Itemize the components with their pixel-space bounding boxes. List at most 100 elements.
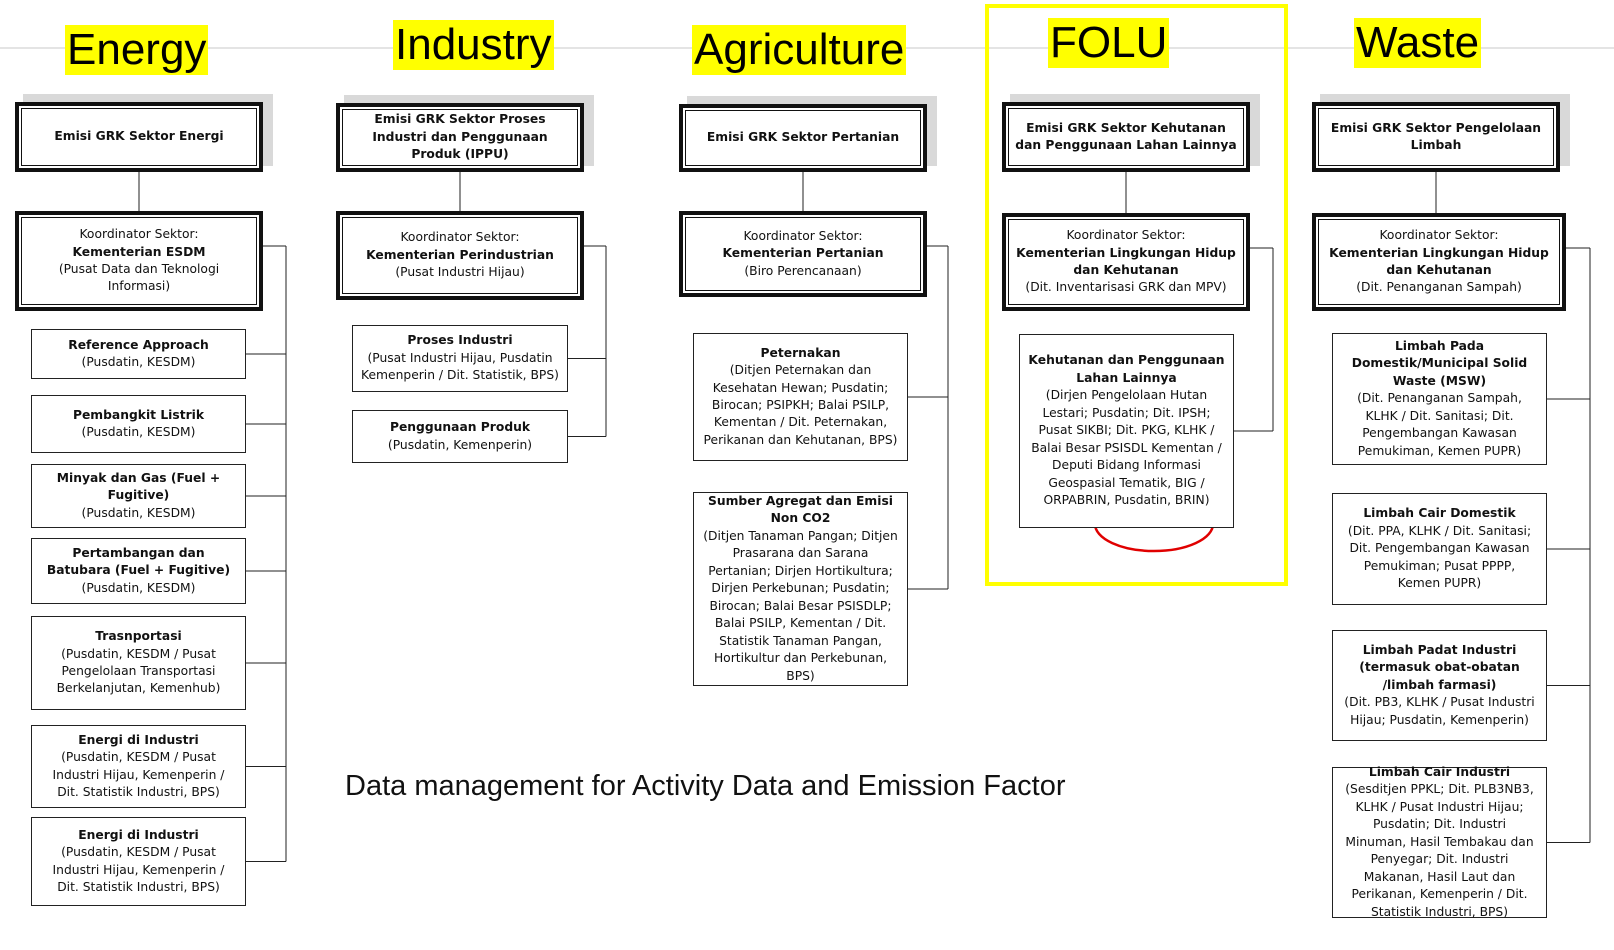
source-title: Limbah Cair Industri <box>1369 764 1510 781</box>
source-title-text: Pertambangan dan Batubara (Fuel + Fugiti… <box>46 545 231 578</box>
source-detail-text: (Ditjen Tanaman Pangan; Ditjen Prasarana… <box>703 528 898 683</box>
source-detail-text: (Dit. Penanganan Sampah, KLHK / Dit. San… <box>1357 391 1522 458</box>
coordinator-line: (Dit. Penanganan Sampah) <box>1356 279 1522 296</box>
sector-box: Emisi GRK Sektor Proses Industri dan Pen… <box>336 103 584 172</box>
source-title-text: Kehutanan dan Penggunaan Lahan Lainnya <box>1028 353 1225 385</box>
column-heading: Energy <box>65 25 209 75</box>
source-box: Kehutanan dan Penggunaan Lahan Lainnya (D… <box>1019 334 1234 528</box>
source-detail-text: (Pusdatin, KESDM) <box>81 505 196 520</box>
source-box: Limbah Cair Domestik (Dit. PPA, KLHK / Di… <box>1332 493 1547 605</box>
source-box: Energi di Industri (Pusdatin, KESDM / Pus… <box>31 817 246 906</box>
sector-box: Emisi GRK Sektor Kehutanan dan Penggunaa… <box>1002 102 1250 172</box>
source-detail-text: (Pusdatin, KESDM) <box>81 425 196 439</box>
source-detail: (Pusat Industri Hijau, Pusdatin Kemenper… <box>361 350 559 385</box>
coordinator-detail: (Pusat Data dan Teknologi Informasi) <box>58 262 220 294</box>
coordinator-box: Koordinator Sektor: Kementerian Perindust… <box>336 211 584 300</box>
source-title: Energi di Industri <box>78 827 199 844</box>
coordinator-label: Koordinator Sektor: <box>79 227 199 242</box>
source-title: Pertambangan dan Batubara (Fuel + Fugiti… <box>40 545 237 580</box>
coordinator-line: Koordinator Sektor: <box>1066 227 1185 244</box>
source-detail-text: (Pusat Industri Hijau, Pusdatin Kemenper… <box>361 350 559 383</box>
coordinator-label: Koordinator Sektor: <box>743 228 863 243</box>
source-detail-text: (Dit. PPA, KLHK / Dit. Sanitasi; Dit. Pe… <box>1347 523 1532 591</box>
source-detail-text: (Pusdatin, KESDM / Pusat Pengelolaan Tra… <box>56 646 221 696</box>
source-detail: (Dit. Penanganan Sampah, KLHK / Dit. San… <box>1341 390 1538 460</box>
coordinator-line: Kementerian Lingkungan Hidup dan Kehutan… <box>1324 245 1554 280</box>
source-title-text: Penggunaan Produk <box>389 420 531 435</box>
sector-box: Emisi GRK Sektor Pertanian <box>679 104 927 172</box>
coordinator-line: Kementerian ESDM <box>72 244 205 261</box>
source-detail: (Pusdatin, KESDM) <box>82 424 196 441</box>
coordinator-line: Kementerian Pertanian <box>722 245 883 262</box>
sector-title: Emisi GRK Sektor Kehutanan dan Penggunaa… <box>1015 120 1237 152</box>
source-title-text: Proses Industri <box>407 333 513 348</box>
source-box: Peternakan (Ditjen Peternakan dan Kesehat… <box>693 333 908 461</box>
source-title: Pembangkit Listrik <box>73 407 204 424</box>
coordinator-line: Koordinator Sektor: <box>1379 227 1498 244</box>
coordinator-label: Koordinator Sektor: <box>400 230 520 245</box>
source-box: Trasnportasi (Pusdatin, KESDM / Pusat Pen… <box>31 616 246 710</box>
source-box: Pertambangan dan Batubara (Fuel + Fugiti… <box>31 538 246 604</box>
coordinator-line: Koordinator Sektor: <box>743 228 862 245</box>
source-detail: (Pusdatin, KESDM) <box>82 354 196 371</box>
source-detail: (Pusdatin, KESDM / Pusat Pengelolaan Tra… <box>40 646 237 698</box>
source-title-text: Reference Approach <box>68 337 209 352</box>
source-detail: (Dirjen Pengelolaan Hutan Lestari; Pusda… <box>1028 387 1225 509</box>
source-title-text: Pembangkit Listrik <box>72 407 205 422</box>
coordinator-line: Koordinator Sektor: <box>79 226 198 243</box>
column-heading: Waste <box>1354 18 1482 68</box>
source-detail: (Ditjen Tanaman Pangan; Ditjen Prasarana… <box>702 528 899 685</box>
source-detail-text: (Pusdatin, KESDM) <box>81 580 196 595</box>
source-title: Limbah Pada Domestik/Municipal Solid Was… <box>1341 338 1538 390</box>
source-detail: (Pusdatin, KESDM) <box>82 580 196 597</box>
source-title: Sumber Agregat dan Emisi Non CO2 <box>702 493 899 528</box>
coordinator-line: (Biro Perencanaan) <box>744 263 861 280</box>
source-title: Trasnportasi <box>95 628 182 645</box>
coordinator-line: Koordinator Sektor: <box>400 229 519 246</box>
source-detail: (Dit. PPA, KLHK / Dit. Sanitasi; Dit. Pe… <box>1341 523 1538 593</box>
source-box: Proses Industri (Pusat Industri Hijau, Pu… <box>352 325 568 392</box>
source-title: Limbah Cair Domestik <box>1363 505 1515 522</box>
source-detail-text: (Pusdatin, KESDM / Pusat Industri Hijau,… <box>52 750 225 799</box>
source-detail: (Pusdatin, KESDM) <box>82 505 196 522</box>
coordinator-line: Kementerian Lingkungan Hidup dan Kehutan… <box>1014 245 1238 280</box>
column-heading: Industry <box>393 20 554 70</box>
source-box: Reference Approach (Pusdatin, KESDM) <box>31 329 246 379</box>
coordinator-line: (Dit. Inventarisasi GRK dan MPV) <box>1025 279 1226 296</box>
source-title-text: Energi di Industri <box>78 827 199 842</box>
source-title: Reference Approach <box>68 337 209 354</box>
sector-title: Emisi GRK Sektor Pertanian <box>706 130 900 145</box>
caption: Data management for Activity Data and Em… <box>345 770 1066 802</box>
coordinator-box: Koordinator Sektor: Kementerian Lingkunga… <box>1312 213 1566 311</box>
coordinator-label: Koordinator Sektor: <box>1066 228 1186 243</box>
sector-title: Emisi GRK Sektor Proses Industri dan Pen… <box>372 112 548 162</box>
coordinator-detail: (Pusat Industri Hijau) <box>395 265 525 280</box>
source-title-text: Minyak dan Gas (Fuel + Fugitive) <box>56 470 221 503</box>
source-box: Limbah Pada Domestik/Municipal Solid Was… <box>1332 333 1547 465</box>
coordinator-label: Koordinator Sektor: <box>1379 228 1499 243</box>
source-title-text: Limbah Cair Industri <box>1368 764 1511 779</box>
coordinator-line: (Pusat Data dan Teknologi Informasi) <box>27 261 251 296</box>
coordinator-name: Kementerian Lingkungan Hidup dan Kehutan… <box>1016 245 1236 277</box>
source-title-text: Limbah Cair Domestik <box>1363 506 1516 521</box>
source-detail-text: (Dirjen Pengelolaan Hutan Lestari; Pusda… <box>1031 388 1222 508</box>
source-title: Peternakan <box>761 345 841 362</box>
source-title: Minyak dan Gas (Fuel + Fugitive) <box>40 470 237 505</box>
source-title: Limbah Padat Industri (termasuk obat-oba… <box>1341 642 1538 694</box>
source-detail-text: (Pusdatin, KESDM / Pusat Industri Hijau,… <box>52 845 225 894</box>
source-box: Energi di Industri (Pusdatin, KESDM / Pus… <box>31 725 246 808</box>
source-box: Minyak dan Gas (Fuel + Fugitive) (Pusdati… <box>31 464 246 528</box>
column-heading: FOLU <box>1048 18 1170 68</box>
coordinator-box: Koordinator Sektor: Kementerian ESDM (Pusa… <box>15 211 263 311</box>
source-box: Penggunaan Produk (Pusdatin, Kemenperin) <box>352 410 568 463</box>
coordinator-line: Kementerian Perindustrian <box>366 247 554 264</box>
source-title-text: Limbah Padat Industri (termasuk obat-oba… <box>1359 642 1520 692</box>
source-detail: (Dit. PB3, KLHK / Pusat Industri Hijau; … <box>1341 694 1538 729</box>
source-detail: (Pusdatin, KESDM / Pusat Industri Hijau,… <box>40 749 237 801</box>
coordinator-box: Koordinator Sektor: Kementerian Pertanian… <box>679 211 927 297</box>
source-title-text: Sumber Agregat dan Emisi Non CO2 <box>708 494 893 526</box>
source-detail: (Pusdatin, KESDM / Pusat Industri Hijau,… <box>40 844 237 896</box>
source-box: Sumber Agregat dan Emisi Non CO2 (Ditjen … <box>693 492 908 686</box>
